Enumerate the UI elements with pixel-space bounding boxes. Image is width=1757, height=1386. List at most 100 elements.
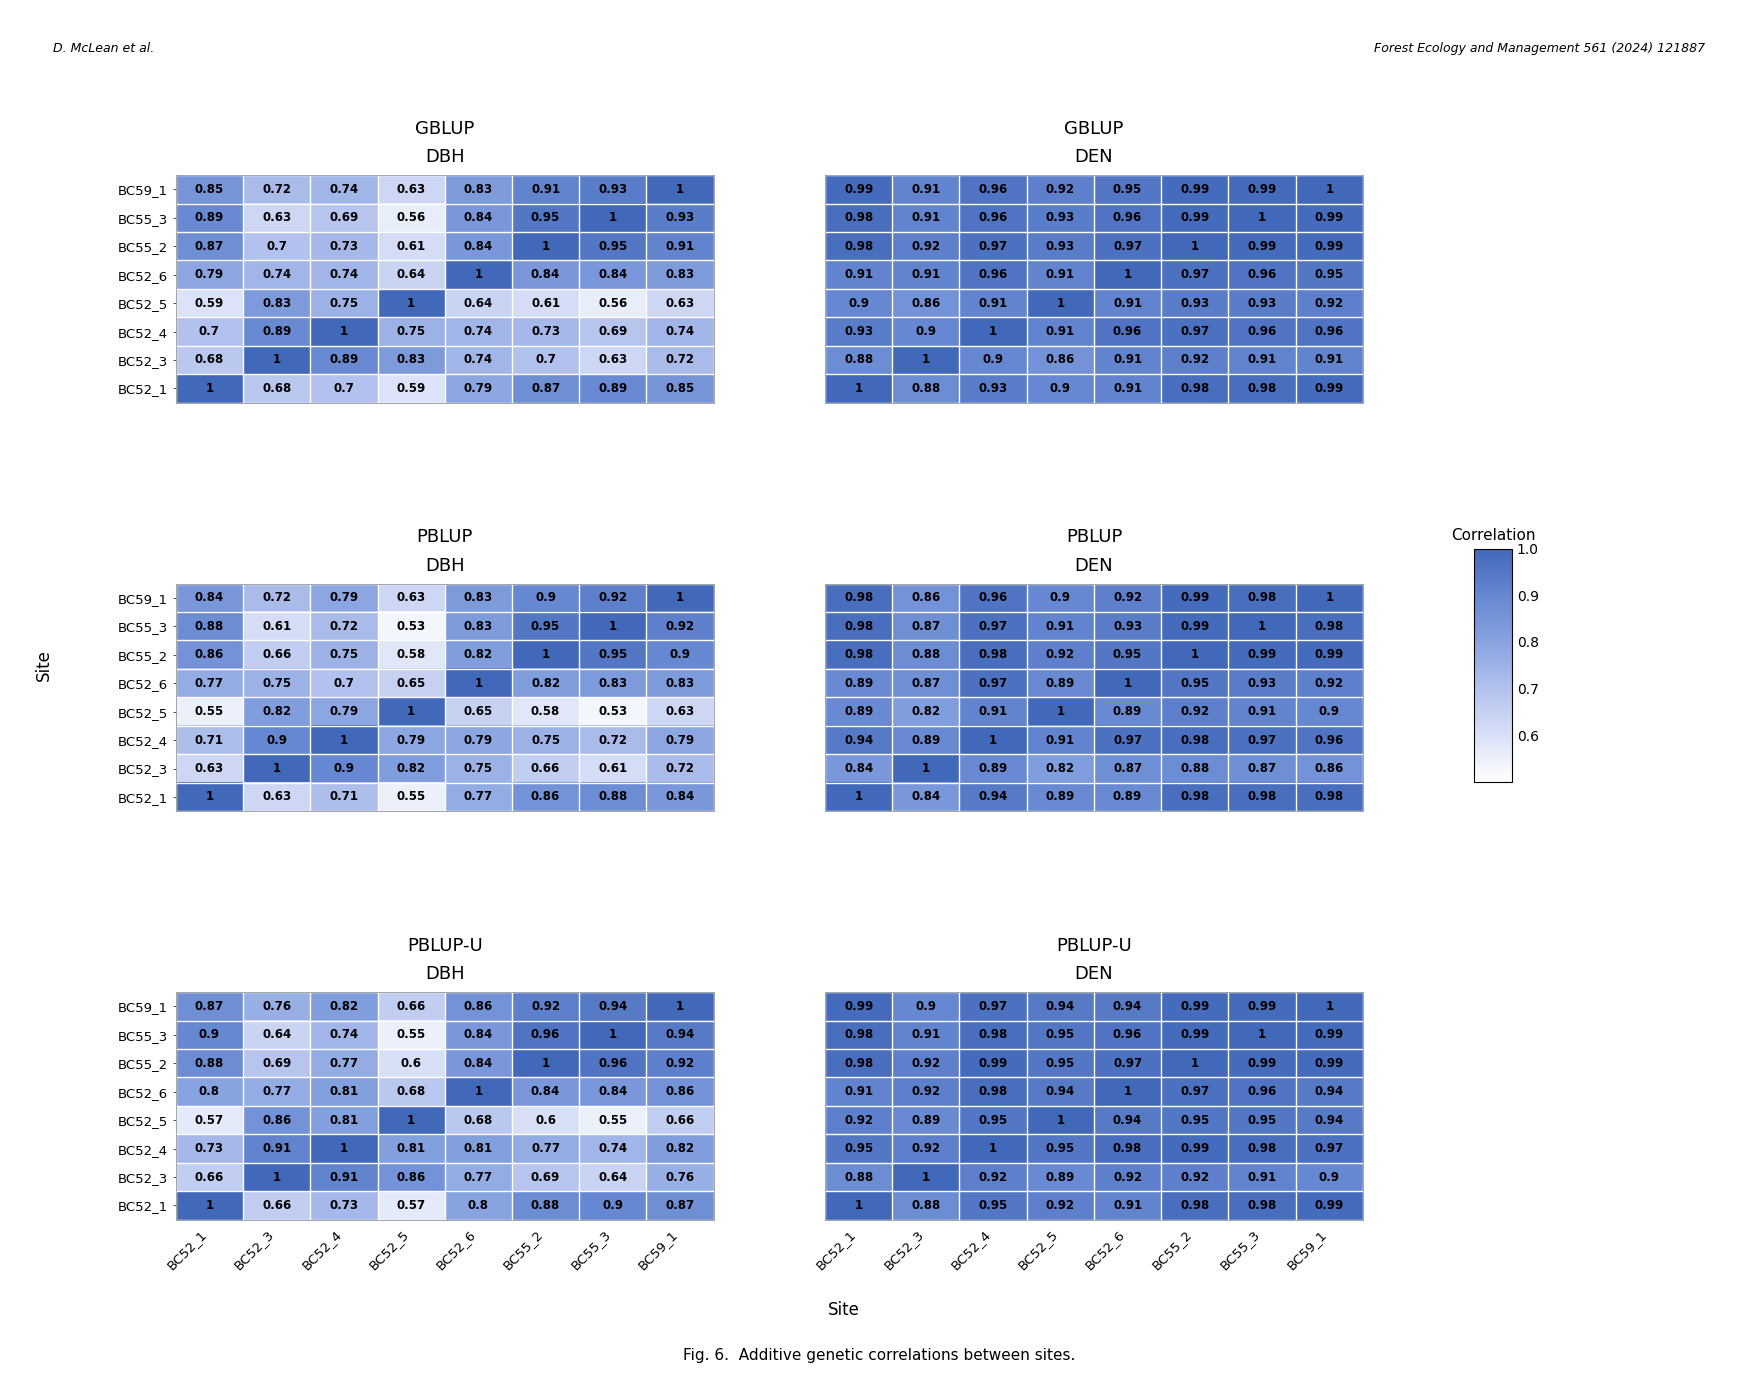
Text: 0.84: 0.84 [464, 211, 492, 225]
Text: 0.8: 0.8 [199, 1085, 220, 1098]
Text: 0.53: 0.53 [397, 620, 425, 633]
Text: 0.98: 0.98 [1247, 790, 1276, 804]
Text: 0.96: 0.96 [1112, 1028, 1142, 1041]
Text: 0.86: 0.86 [666, 1085, 694, 1098]
Title: Correlation: Correlation [1450, 528, 1534, 543]
Text: 1: 1 [541, 240, 550, 252]
Text: 0.83: 0.83 [262, 297, 292, 309]
Text: 0.95: 0.95 [1112, 183, 1142, 195]
Text: 0.95: 0.95 [1045, 1028, 1074, 1041]
Text: 0.95: 0.95 [1247, 1113, 1276, 1127]
Text: 0.98: 0.98 [843, 240, 873, 252]
Text: 0.97: 0.97 [1179, 326, 1209, 338]
Text: 1: 1 [921, 762, 929, 775]
Text: 0.94: 0.94 [1045, 1085, 1074, 1098]
Text: 0.98: 0.98 [843, 620, 873, 633]
Text: 1: 1 [608, 211, 617, 225]
Text: 0.76: 0.76 [262, 999, 292, 1013]
Text: 0.72: 0.72 [262, 592, 292, 604]
Text: 0.91: 0.91 [843, 1085, 873, 1098]
Text: 0.87: 0.87 [910, 676, 940, 690]
Text: 0.73: 0.73 [531, 326, 560, 338]
Text: 0.86: 0.86 [1045, 353, 1074, 366]
Text: 0.79: 0.79 [329, 705, 358, 718]
Text: 0.79: 0.79 [464, 733, 492, 747]
Text: 0.83: 0.83 [597, 676, 627, 690]
Text: 0.94: 0.94 [1314, 1113, 1342, 1127]
Text: 0.69: 0.69 [329, 211, 358, 225]
Text: 0.95: 0.95 [979, 1113, 1007, 1127]
Text: 0.89: 0.89 [195, 211, 223, 225]
Text: 0.97: 0.97 [1179, 267, 1209, 281]
Text: 0.75: 0.75 [464, 762, 492, 775]
Text: 0.91: 0.91 [262, 1142, 292, 1155]
Text: 1: 1 [1123, 267, 1132, 281]
Text: 0.88: 0.88 [195, 620, 223, 633]
Text: 1: 1 [408, 705, 415, 718]
Text: 0.91: 0.91 [843, 267, 873, 281]
Text: 0.99: 0.99 [1247, 1056, 1276, 1070]
Text: 0.96: 0.96 [1314, 733, 1342, 747]
Text: 0.92: 0.92 [979, 1171, 1007, 1184]
Text: 0.82: 0.82 [329, 999, 358, 1013]
Text: 0.89: 0.89 [1112, 705, 1142, 718]
Text: 0.98: 0.98 [1247, 592, 1276, 604]
Text: 1: 1 [408, 297, 415, 309]
Text: 0.89: 0.89 [843, 676, 873, 690]
Text: 0.99: 0.99 [1314, 211, 1342, 225]
Text: 0.55: 0.55 [397, 790, 425, 804]
Text: 0.99: 0.99 [1179, 211, 1209, 225]
Text: 0.75: 0.75 [262, 676, 292, 690]
Text: 0.97: 0.97 [979, 999, 1007, 1013]
Text: 0.89: 0.89 [329, 353, 358, 366]
Text: 0.74: 0.74 [329, 267, 358, 281]
Text: 0.64: 0.64 [464, 297, 492, 309]
Text: 0.96: 0.96 [979, 267, 1007, 281]
Text: 0.59: 0.59 [397, 383, 425, 395]
Text: 0.59: 0.59 [195, 297, 223, 309]
Text: 0.83: 0.83 [464, 620, 492, 633]
Text: 0.93: 0.93 [1247, 676, 1276, 690]
Text: 0.86: 0.86 [397, 1171, 425, 1184]
Text: 0.94: 0.94 [1112, 999, 1142, 1013]
Text: 0.83: 0.83 [666, 267, 694, 281]
Text: 0.84: 0.84 [464, 1056, 492, 1070]
Text: 0.92: 0.92 [1112, 592, 1142, 604]
Text: 1: 1 [1056, 297, 1063, 309]
Text: 0.95: 0.95 [531, 211, 560, 225]
Text: 0.94: 0.94 [979, 790, 1007, 804]
Text: 0.75: 0.75 [397, 326, 425, 338]
Text: 0.99: 0.99 [1179, 592, 1209, 604]
Text: 0.99: 0.99 [1314, 383, 1342, 395]
Text: 0.77: 0.77 [464, 790, 492, 804]
Text: 0.88: 0.88 [1179, 762, 1209, 775]
Text: 0.95: 0.95 [1045, 1056, 1074, 1070]
Text: 0.79: 0.79 [464, 383, 492, 395]
Text: 0.63: 0.63 [262, 211, 292, 225]
Text: 0.88: 0.88 [597, 790, 627, 804]
Text: 0.96: 0.96 [1112, 326, 1142, 338]
Text: 0.93: 0.93 [1179, 297, 1209, 309]
Text: 1: 1 [854, 383, 863, 395]
Text: 0.53: 0.53 [597, 705, 627, 718]
Text: 0.9: 0.9 [1318, 705, 1339, 718]
Text: 1: 1 [854, 1199, 863, 1211]
Text: 0.97: 0.97 [1112, 240, 1142, 252]
Text: 1: 1 [921, 353, 929, 366]
Text: DEN: DEN [1074, 557, 1112, 575]
Text: 0.87: 0.87 [666, 1199, 694, 1211]
Text: 0.99: 0.99 [1179, 620, 1209, 633]
Text: 0.99: 0.99 [843, 999, 873, 1013]
Text: 0.61: 0.61 [597, 762, 627, 775]
Text: 0.75: 0.75 [531, 733, 560, 747]
Text: 0.89: 0.89 [979, 762, 1007, 775]
Text: 0.94: 0.94 [597, 999, 627, 1013]
Text: 0.89: 0.89 [1045, 1171, 1074, 1184]
Text: 1: 1 [1325, 183, 1332, 195]
Text: 1: 1 [1258, 620, 1265, 633]
Text: 0.98: 0.98 [1112, 1142, 1142, 1155]
Text: 0.79: 0.79 [397, 733, 425, 747]
Text: 0.92: 0.92 [843, 1113, 873, 1127]
Text: 0.91: 0.91 [1247, 705, 1276, 718]
Text: 0.95: 0.95 [597, 649, 627, 661]
